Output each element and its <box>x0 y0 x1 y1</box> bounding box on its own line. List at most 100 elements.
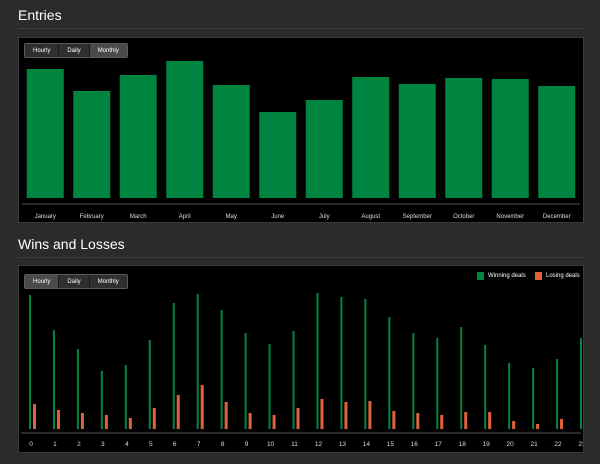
winning-bar[interactable] <box>52 330 55 429</box>
losing-bar[interactable] <box>488 412 492 429</box>
losing-bar[interactable] <box>248 413 252 429</box>
entries-x-tick: March <box>130 214 147 220</box>
entries-bar[interactable] <box>166 61 204 198</box>
losing-bar[interactable] <box>104 415 108 429</box>
entries-bar[interactable] <box>26 69 64 198</box>
wins-losses-panel: Hourly Daily Monthly Winning deals Losin… <box>18 265 584 453</box>
entries-bar[interactable] <box>305 100 343 198</box>
winning-bar[interactable] <box>436 338 439 429</box>
entries-toggle-monthly[interactable]: Monthly <box>88 44 127 57</box>
wl-x-tick: 2 <box>77 441 81 448</box>
wl-x-tick: 22 <box>554 441 562 448</box>
entries-bar[interactable] <box>212 85 250 198</box>
losing-bar[interactable] <box>152 408 156 429</box>
entries-bar[interactable] <box>538 86 576 198</box>
wl-x-tick: 4 <box>125 441 129 448</box>
winning-bar[interactable] <box>100 371 103 429</box>
entries-period-toggle: Hourly Daily Monthly <box>24 43 128 58</box>
legend-winning[interactable]: Winning deals <box>477 272 526 280</box>
legend-losing[interactable]: Losing deals <box>535 272 580 280</box>
wins-losses-title: Wins and Losses <box>18 236 125 252</box>
winning-bar[interactable] <box>580 338 582 429</box>
wl-x-tick: 5 <box>149 441 153 448</box>
winning-bar[interactable] <box>316 293 319 429</box>
winning-bar[interactable] <box>172 303 175 429</box>
wl-x-tick: 16 <box>411 441 419 448</box>
winning-bar[interactable] <box>29 295 31 429</box>
wins-losses-toggle-daily[interactable]: Daily <box>58 275 89 288</box>
winning-bar[interactable] <box>388 317 391 429</box>
entries-bar[interactable] <box>491 79 529 198</box>
losing-bar[interactable] <box>296 408 300 429</box>
entries-x-tick: May <box>226 214 237 220</box>
winning-bar[interactable] <box>556 359 559 429</box>
entries-bar[interactable] <box>398 84 436 198</box>
winning-bar[interactable] <box>364 299 367 429</box>
winning-bar[interactable] <box>124 365 127 429</box>
wins-losses-toggle-monthly[interactable]: Monthly <box>88 275 127 288</box>
wl-x-tick: 3 <box>101 441 105 448</box>
wl-x-tick: 18 <box>459 441 467 448</box>
losing-bar[interactable] <box>464 412 468 429</box>
entries-panel: Hourly Daily Monthly January February Marc… <box>18 37 584 223</box>
wl-x-tick: 14 <box>363 441 371 448</box>
wins-losses-toggle-hourly[interactable]: Hourly <box>25 275 59 288</box>
entries-bar[interactable] <box>73 91 111 198</box>
wl-x-tick: 12 <box>315 441 323 448</box>
winning-bar[interactable] <box>292 331 295 429</box>
losing-bar[interactable] <box>416 413 420 429</box>
winning-bar[interactable] <box>220 310 223 429</box>
wl-x-tick: 13 <box>339 441 347 448</box>
wl-x-tick: 8 <box>221 441 225 448</box>
entries-x-tick: April <box>179 214 191 220</box>
winning-bar[interactable] <box>196 294 199 429</box>
losing-bar[interactable] <box>33 404 36 429</box>
losing-bar[interactable] <box>440 415 444 429</box>
wl-x-tick: 15 <box>387 441 395 448</box>
entries-toggle-hourly[interactable]: Hourly <box>25 44 59 57</box>
wl-x-tick: 1 <box>53 441 57 448</box>
losing-bar[interactable] <box>512 421 516 429</box>
wl-x-tick: 7 <box>197 441 201 448</box>
entries-x-tick: July <box>319 214 330 220</box>
losing-bar[interactable] <box>200 385 204 429</box>
winning-bar[interactable] <box>508 363 511 429</box>
losing-bar[interactable] <box>272 415 276 429</box>
winning-bar[interactable] <box>484 345 487 429</box>
entries-x-tick: August <box>361 214 380 220</box>
entries-bar[interactable] <box>352 77 390 198</box>
winning-bar[interactable] <box>76 349 79 429</box>
wl-x-tick: 6 <box>173 441 177 448</box>
winning-swatch <box>477 272 484 280</box>
entries-x-tick: October <box>453 214 474 220</box>
winning-bar[interactable] <box>412 333 415 429</box>
entries-bar[interactable] <box>445 78 483 198</box>
losing-bar[interactable] <box>176 395 180 429</box>
entries-x-tick: February <box>80 214 104 220</box>
wins-losses-chart: 01234567891011121314151617181920212223 <box>21 293 583 448</box>
losing-bar[interactable] <box>392 411 396 429</box>
losing-bar[interactable] <box>368 401 372 429</box>
losing-bar[interactable] <box>128 418 132 429</box>
losing-bar[interactable] <box>536 424 540 429</box>
entries-bar[interactable] <box>259 112 297 198</box>
entries-toggle-daily[interactable]: Daily <box>58 44 89 57</box>
entries-x-tick: January <box>35 214 56 220</box>
wl-x-tick: 11 <box>291 441 298 448</box>
entries-x-tick: November <box>496 214 524 220</box>
wl-x-tick: 9 <box>245 441 249 448</box>
losing-bar[interactable] <box>224 402 228 429</box>
winning-bar[interactable] <box>460 327 463 429</box>
winning-bar[interactable] <box>340 297 343 429</box>
winning-bar[interactable] <box>268 344 271 429</box>
entries-bar[interactable] <box>119 75 157 198</box>
losing-bar[interactable] <box>320 399 324 429</box>
losing-bar[interactable] <box>560 419 564 429</box>
winning-bar[interactable] <box>148 340 151 429</box>
losing-bar[interactable] <box>344 402 348 429</box>
losing-bar[interactable] <box>56 410 60 429</box>
winning-bar[interactable] <box>244 333 247 429</box>
entries-x-tick: September <box>403 214 432 220</box>
losing-bar[interactable] <box>80 413 84 429</box>
winning-bar[interactable] <box>532 368 535 429</box>
